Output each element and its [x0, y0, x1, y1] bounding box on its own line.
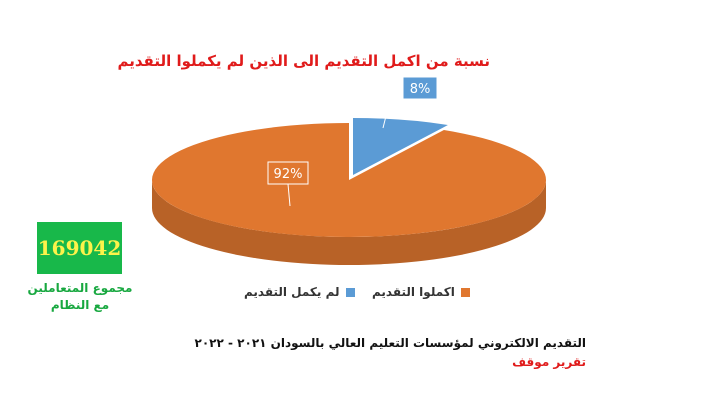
total-label-line2: مع النظام — [50, 298, 110, 312]
legend-label-completed: اكملوا التقديم — [372, 285, 455, 299]
legend-item-not-completed: لم يكمل التقديم — [244, 285, 355, 299]
chart-title: نسبة من اكمل التقديم الى الذين لم يكملوا… — [117, 52, 491, 70]
legend-item-completed: اكملوا التقديم — [372, 285, 470, 299]
legend-label-not-completed: لم يكمل التقديم — [244, 285, 340, 299]
footer-title: التقديم الالكتروني لمؤسسات التعليم العال… — [194, 336, 586, 350]
leader-line-0 — [287, 183, 291, 207]
total-label-line1: مجموع المتعاملين — [27, 281, 133, 295]
data-label-1: 8% — [402, 76, 438, 100]
leader-line-1 — [382, 97, 404, 129]
pie-side-0 — [152, 180, 546, 265]
pie-slice-1 — [353, 118, 448, 175]
legend-swatch-completed — [460, 287, 470, 297]
data-label-text-1: 8% — [410, 82, 431, 97]
total-box: 169042 — [37, 222, 122, 274]
data-label-box-1 — [402, 76, 438, 100]
data-label-0: 92% — [267, 161, 309, 185]
total-value: 169042 — [37, 236, 122, 260]
footer-subtitle: تقرير موقف — [512, 355, 586, 369]
pie-slice-0 — [152, 123, 547, 237]
legend-swatch-not-completed — [345, 287, 355, 297]
total-label: مجموع المتعاملين مع النظام — [20, 280, 140, 314]
data-label-text-0: 92% — [274, 167, 303, 182]
